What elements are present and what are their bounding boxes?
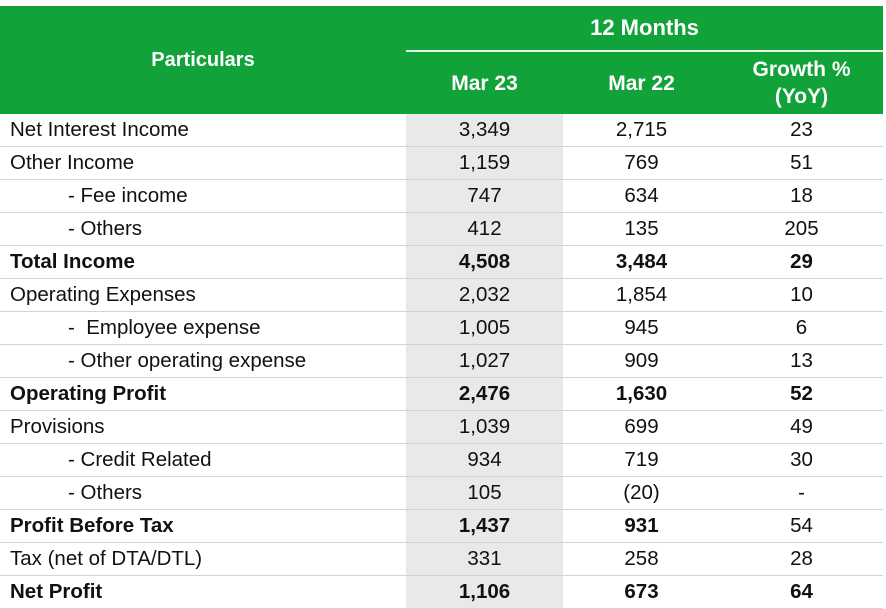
cell-growth: 10 [720,278,883,312]
header-growth-line1: Growth % [752,58,851,81]
table-row: Tax (net of DTA/DTL) 331 258 28 [0,542,883,576]
cell-growth: - [720,476,883,510]
row-label: Tax (net of DTA/DTL) [0,542,406,576]
cell-mar-22: 258 [563,542,720,576]
cell-mar-23: 105 [406,476,563,510]
table-row: - Others 412 135 205 [0,212,883,246]
cell-mar-22: 3,484 [563,245,720,279]
cell-mar-22: 699 [563,410,720,444]
table-body: Net Interest Income 3,349 2,715 23 Other… [0,114,883,609]
table-header: Particulars 12 Months Mar 23 Mar 22 Grow… [0,6,883,114]
cell-growth: 49 [720,410,883,444]
cell-mar-22: 1,630 [563,377,720,411]
header-particulars: Particulars [0,6,406,114]
cell-growth: 23 [720,114,883,147]
table-row: - Other operating expense 1,027 909 13 [0,344,883,378]
row-label: - Others [0,212,406,246]
cell-mar-23: 1,106 [406,575,563,609]
cell-growth: 13 [720,344,883,378]
cell-growth: 6 [720,311,883,345]
table-row: - Credit Related 934 719 30 [0,443,883,477]
row-label: Operating Profit [0,377,406,411]
cell-growth: 18 [720,179,883,213]
cell-growth: 28 [720,542,883,576]
header-12-months: 12 Months [406,6,883,52]
table-row: - Employee expense 1,005 945 6 [0,311,883,345]
cell-mar-23: 1,005 [406,311,563,345]
row-label: Net Profit [0,575,406,609]
cell-mar-23: 412 [406,212,563,246]
table-row: Provisions 1,039 699 49 [0,410,883,444]
cell-mar-23: 2,476 [406,377,563,411]
cell-mar-23: 934 [406,443,563,477]
row-label: Operating Expenses [0,278,406,312]
table-row: Net Interest Income 3,349 2,715 23 [0,114,883,147]
financial-results-table: Particulars 12 Months Mar 23 Mar 22 Grow… [0,6,883,609]
row-label: - Others [0,476,406,510]
row-label: - Fee income [0,179,406,213]
cell-mar-22: 931 [563,509,720,543]
table-row: Operating Expenses 2,032 1,854 10 [0,278,883,312]
cell-mar-22: 945 [563,311,720,345]
cell-growth: 29 [720,245,883,279]
table-row: - Others 105 (20) - [0,476,883,510]
header-growth: Growth % (YoY) [720,51,883,114]
header-mar-22: Mar 22 [563,51,720,114]
cell-mar-22: (20) [563,476,720,510]
header-mar-23: Mar 23 [406,51,563,114]
row-label: - Other operating expense [0,344,406,378]
header-growth-line2: (YoY) [774,85,829,108]
cell-mar-23: 1,027 [406,344,563,378]
table-row: Operating Profit 2,476 1,630 52 [0,377,883,411]
cell-mar-22: 769 [563,146,720,180]
cell-mar-22: 719 [563,443,720,477]
row-label: - Credit Related [0,443,406,477]
cell-mar-23: 747 [406,179,563,213]
row-label: Other Income [0,146,406,180]
table-row: Profit Before Tax 1,437 931 54 [0,509,883,543]
table-row: - Fee income 747 634 18 [0,179,883,213]
cell-mar-23: 331 [406,542,563,576]
cell-mar-22: 1,854 [563,278,720,312]
cell-growth: 205 [720,212,883,246]
row-label: Provisions [0,410,406,444]
cell-mar-22: 634 [563,179,720,213]
row-label: Net Interest Income [0,114,406,147]
cell-mar-23: 4,508 [406,245,563,279]
table-row: Total Income 4,508 3,484 29 [0,245,883,279]
row-label: - Employee expense [0,311,406,345]
row-label: Profit Before Tax [0,509,406,543]
cell-mar-23: 1,039 [406,410,563,444]
cell-mar-22: 673 [563,575,720,609]
cell-mar-22: 135 [563,212,720,246]
row-label: Total Income [0,245,406,279]
cell-growth: 51 [720,146,883,180]
table-row: Net Profit 1,106 673 64 [0,575,883,609]
cell-mar-23: 3,349 [406,114,563,147]
financial-table-container: Particulars 12 Months Mar 23 Mar 22 Grow… [0,6,883,609]
cell-mar-22: 2,715 [563,114,720,147]
cell-growth: 52 [720,377,883,411]
table-row: Other Income 1,159 769 51 [0,146,883,180]
cell-mar-23: 2,032 [406,278,563,312]
cell-growth: 30 [720,443,883,477]
cell-mar-23: 1,159 [406,146,563,180]
cell-growth: 64 [720,575,883,609]
cell-mar-22: 909 [563,344,720,378]
cell-growth: 54 [720,509,883,543]
cell-mar-23: 1,437 [406,509,563,543]
